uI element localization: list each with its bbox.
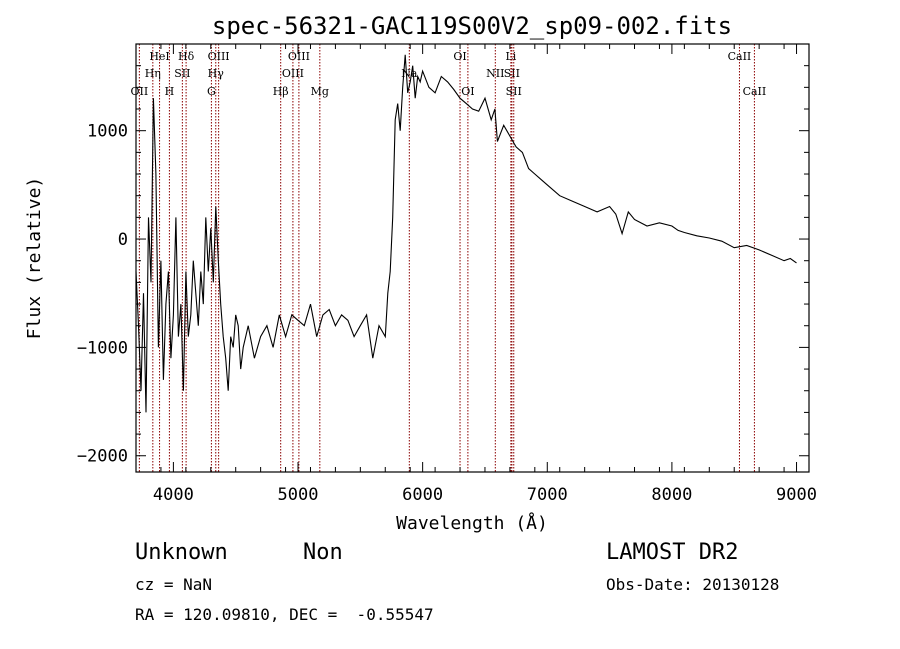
obs-date-label: Obs-Date: 20130128 <box>606 575 779 594</box>
y-axis-label: Flux (relative) <box>24 177 45 340</box>
line-marker-label-1: HeI <box>149 50 169 63</box>
survey-label: LAMOST DR2 <box>606 540 738 565</box>
y-tick-label: 0 <box>118 230 128 250</box>
line-marker-label-15: OI <box>461 85 474 98</box>
class-label: Unknown <box>135 540 228 565</box>
line-marker-label-3: H <box>165 85 175 98</box>
line-marker-label-10: OIII <box>282 67 304 80</box>
line-marker-label-2: Hη <box>145 67 161 80</box>
y-tick-label: 1000 <box>87 122 128 142</box>
line-marker-label-8: G <box>207 85 216 98</box>
plot-frame <box>135 43 810 473</box>
line-marker-label-14: OI <box>453 50 466 63</box>
y-tick-label: −2000 <box>77 447 128 467</box>
line-marker-label-16: NII <box>486 67 504 80</box>
chart-title: spec-56321-GAC119S00V2_sp09-002.fits <box>212 12 732 40</box>
coords-label: RA = 120.09810, DEC = -0.55547 <box>135 605 434 624</box>
line-marker-label-19: SII <box>506 85 522 98</box>
line-marker-label-20: CaII <box>728 50 752 63</box>
line-marker-label-0: OII <box>131 85 149 98</box>
spectrum-line <box>135 54 797 413</box>
line-marker-label-11: Hβ <box>273 85 289 98</box>
line-marker-label-12: Mg <box>311 85 329 98</box>
cz-label: cz = NaN <box>135 575 212 594</box>
y-tick-label: −1000 <box>77 338 128 358</box>
line-marker-label-7: Hγ <box>208 67 225 80</box>
line-marker-label-21: CaII <box>743 85 767 98</box>
line-marker-label-6: OIII <box>208 50 230 63</box>
x-axis-label: Wavelength (Å) <box>396 512 548 534</box>
x-tick-label: 7000 <box>527 485 568 505</box>
line-marker-label-9: OIII <box>288 50 310 63</box>
x-tick-label: 8000 <box>651 485 692 505</box>
x-tick-label: 6000 <box>402 485 443 505</box>
line-marker-label-5: SII <box>174 67 190 80</box>
x-tick-label: 4000 <box>153 485 194 505</box>
line-marker-label-18: SII <box>504 67 520 80</box>
line-marker-label-4: Hδ <box>178 50 195 63</box>
x-tick-label: 5000 <box>278 485 319 505</box>
subclass-label: Non <box>303 540 343 565</box>
line-marker-label-17: Li <box>505 50 516 63</box>
x-tick-label: 9000 <box>776 485 817 505</box>
x-axis-ticks: 4000 5000 6000 7000 8000 9000 <box>135 44 817 505</box>
y-axis-ticks: −2000 −1000 0 1000 <box>77 65 809 467</box>
